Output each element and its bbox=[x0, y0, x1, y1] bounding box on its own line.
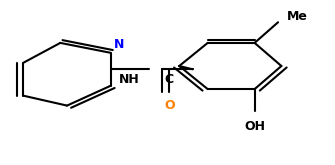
Text: C: C bbox=[164, 73, 174, 86]
Text: O: O bbox=[165, 99, 176, 112]
Text: Me: Me bbox=[286, 10, 307, 23]
Text: NH: NH bbox=[119, 73, 139, 86]
Text: N: N bbox=[114, 38, 124, 51]
Text: OH: OH bbox=[244, 120, 265, 133]
